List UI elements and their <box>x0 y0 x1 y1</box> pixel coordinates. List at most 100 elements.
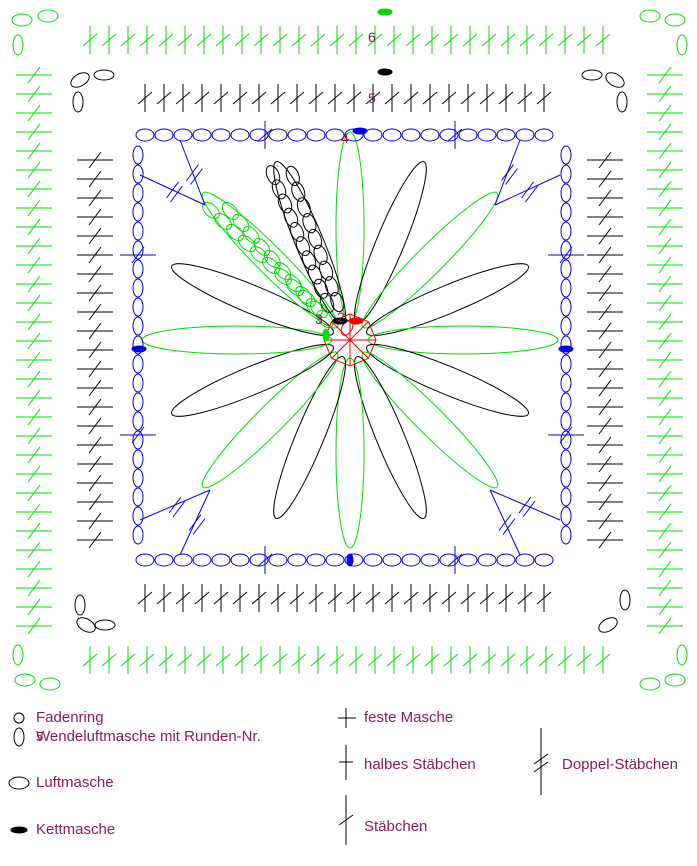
chain-stitch <box>249 128 269 142</box>
single-crochet-symbol-bar <box>194 91 210 105</box>
slip-stitch <box>332 317 348 325</box>
chain-stitch <box>560 525 572 545</box>
chain-stitch <box>271 179 287 200</box>
single-crochet-symbol-bar <box>27 427 41 445</box>
single-crochet-symbol-bar <box>658 465 672 483</box>
legend-wendeluftmasche-label: Wendeluftmasche mit Runden-Nr. <box>36 728 261 745</box>
single-crochet-symbol-bar <box>557 33 573 47</box>
single-crochet-symbol-bar <box>88 474 102 492</box>
chain-stitch <box>132 240 144 260</box>
single-crochet-symbol-bar <box>384 591 400 605</box>
single-crochet-symbol-bar <box>658 218 672 236</box>
double-treble-bar <box>170 185 183 203</box>
single-crochet-symbol-bar <box>658 85 672 103</box>
slip-stitch <box>346 553 354 567</box>
petal <box>273 355 346 520</box>
chain-stitch <box>306 128 326 142</box>
single-crochet-symbol-bar <box>365 591 381 605</box>
chain-stitch <box>560 411 572 431</box>
petal <box>367 325 559 355</box>
chain-stitch <box>154 553 174 567</box>
chain-stitch <box>560 316 572 336</box>
single-crochet-symbol-bar <box>196 33 212 47</box>
single-crochet-symbol-bar <box>598 303 612 321</box>
slip-stitch <box>377 68 393 76</box>
ring-spoke <box>349 339 369 359</box>
single-crochet-symbol-bar <box>158 33 174 47</box>
single-crochet-symbol-bar <box>348 653 364 667</box>
single-crochet-symbol-bar <box>598 265 612 283</box>
single-crochet-symbol-bar <box>559 246 573 264</box>
single-crochet-symbol-bar <box>559 426 573 444</box>
single-crochet-symbol-bar <box>498 591 514 605</box>
single-crochet-symbol-bar <box>658 66 672 84</box>
chain-stitch <box>211 553 231 567</box>
single-crochet-symbol-bar <box>215 33 231 47</box>
single-crochet-symbol-bar <box>177 653 193 667</box>
single-crochet-symbol-bar <box>27 161 41 179</box>
chain-stitch <box>268 128 288 142</box>
magic-ring-icon <box>13 712 25 724</box>
single-crochet-symbol-bar <box>27 142 41 160</box>
chain-stitch <box>12 644 24 666</box>
ring-spoke <box>331 339 351 359</box>
single-crochet-symbol-bar <box>658 123 672 141</box>
petal <box>141 325 333 355</box>
legend-fadenring-label: Fadenring <box>36 709 104 726</box>
single-crochet-symbol-bar <box>598 379 612 397</box>
single-crochet-symbol-bar <box>598 360 612 378</box>
chain-stitch <box>581 69 603 81</box>
chain-stitch <box>132 449 144 469</box>
chain-stitch <box>420 553 440 567</box>
chain-stitch <box>439 128 459 142</box>
chain-stitch <box>560 164 572 184</box>
chain-stitch <box>619 589 631 611</box>
chain-stitch <box>363 553 383 567</box>
turning-chain-icon <box>13 727 25 747</box>
chain-stitch <box>132 392 144 412</box>
single-crochet-symbol-bar <box>595 653 611 667</box>
single-crochet-symbol-bar <box>422 91 438 105</box>
single-crochet-symbol-bar <box>234 33 250 47</box>
chain-stitch <box>515 128 535 142</box>
double-treble-bar <box>190 168 203 185</box>
single-crochet-symbol-bar <box>137 91 153 105</box>
chain-stitch <box>639 9 661 23</box>
chain-stitch <box>192 553 212 567</box>
chain-loops-round-2-3 <box>202 165 345 328</box>
single-crochet-symbol-bar <box>82 653 98 667</box>
single-crochet-symbol-bar <box>595 33 611 47</box>
single-crochet-symbol-bar <box>658 237 672 255</box>
chain-stitch <box>560 278 572 298</box>
chain-stitch <box>306 553 326 567</box>
single-crochet-symbol-bar <box>598 531 612 549</box>
slip-stitch <box>352 127 368 135</box>
single-crochet-symbol-bar <box>658 180 672 198</box>
single-crochet-symbol-bar <box>658 522 672 540</box>
chain-stitch <box>268 553 288 567</box>
single-crochet-symbol-bar <box>517 591 533 605</box>
single-crochet-symbol-bar <box>422 591 438 605</box>
chain-stitch <box>14 673 36 687</box>
single-crochet-symbol-bar <box>27 256 41 274</box>
chain-stitch <box>560 468 572 488</box>
single-crochet-symbol-bar <box>213 91 229 105</box>
chain-stitch <box>277 193 293 214</box>
single-crochet-symbol-bar <box>536 91 552 105</box>
single-crochet-symbol-bar <box>27 465 41 483</box>
chain-stitch <box>325 128 345 142</box>
single-crochet-symbol-bar <box>251 91 267 105</box>
single-crochet-symbol-bar <box>88 379 102 397</box>
chain-stitch <box>295 286 313 304</box>
chain-stitch <box>285 165 300 187</box>
single-crochet-symbol-bar <box>234 653 250 667</box>
single-crochet-symbol-bar <box>232 91 248 105</box>
chain-stitch <box>676 34 688 56</box>
single-crochet-symbol-bar <box>598 417 612 435</box>
single-crochet-symbol-bar <box>88 151 102 169</box>
single-crochet-symbol-bar <box>120 33 136 47</box>
chain-stitch <box>319 260 334 281</box>
single-crochet-symbol-bar <box>658 256 672 274</box>
single-crochet-symbol-bar <box>598 284 612 302</box>
